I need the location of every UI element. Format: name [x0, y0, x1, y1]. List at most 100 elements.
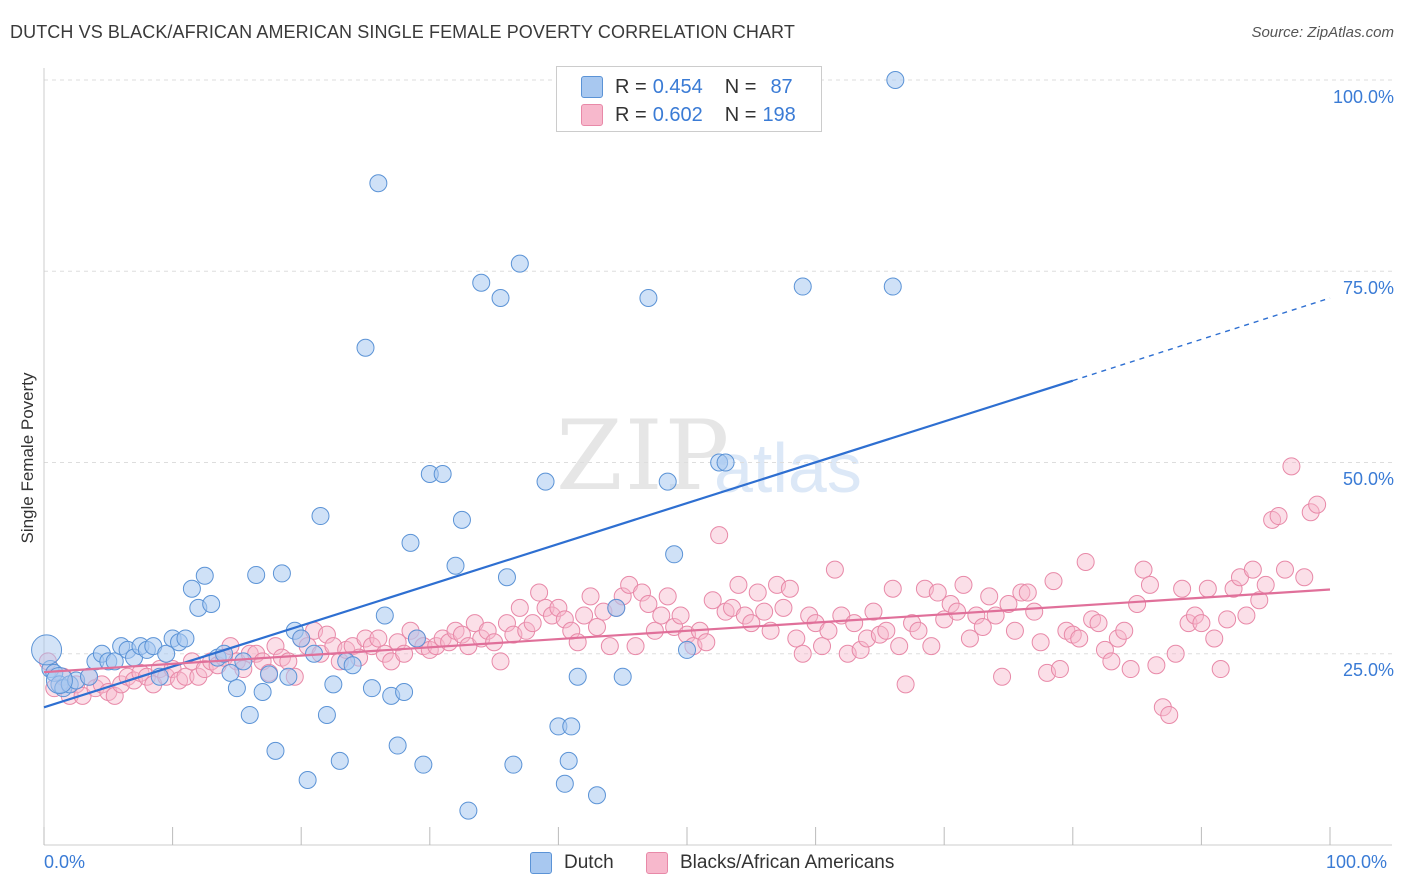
- black-point-148: [993, 667, 1012, 686]
- black-point-156: [1044, 572, 1063, 591]
- black-point-195: [1301, 503, 1320, 522]
- black-point-133: [896, 675, 915, 694]
- black-point-151: [1012, 583, 1031, 602]
- bottom-legend-dutch: Dutch: [530, 852, 614, 874]
- dutch-point-85: [886, 71, 905, 89]
- dutch-point-67: [510, 254, 529, 273]
- black-point-116: [787, 629, 806, 648]
- black-point-183: [1218, 610, 1237, 629]
- dutch-n-label: N =: [724, 75, 757, 98]
- dutch-point-82: [716, 453, 735, 472]
- dutch-point-76: [613, 667, 632, 686]
- dutch-point-33: [253, 683, 272, 701]
- black-point-73: [510, 598, 529, 617]
- dutch-point-39: [292, 629, 311, 648]
- black-point-130: [877, 621, 896, 640]
- black-point-168: [1121, 660, 1140, 679]
- black-point-175: [1166, 644, 1185, 663]
- dutch-point-29: [227, 679, 246, 698]
- dutch-point-large-2: [45, 667, 73, 695]
- dutch-point-50: [369, 174, 388, 193]
- black-point-165: [1102, 652, 1121, 671]
- black-point-51: [369, 629, 388, 648]
- black-point-102: [697, 633, 716, 652]
- dutch-point-6: [80, 667, 99, 686]
- black-r-label: R =: [615, 103, 647, 126]
- black-point-70: [491, 652, 510, 671]
- black-point-142: [954, 575, 973, 594]
- black-point-91: [626, 637, 645, 656]
- black-point-64: [452, 625, 471, 644]
- black-point-126: [851, 640, 870, 659]
- dutch-point-80: [678, 640, 696, 659]
- x-tick-label-min: 0.0%: [44, 852, 86, 872]
- black-point-145: [973, 617, 992, 636]
- black-point-178: [1185, 606, 1204, 625]
- dutch-point-49: [362, 679, 381, 698]
- black-point-166: [1108, 629, 1127, 648]
- black-point-170: [1134, 560, 1153, 579]
- black-point-103: [703, 591, 722, 610]
- black-point-122: [825, 560, 844, 579]
- dutch-point-64: [491, 289, 510, 308]
- dutch-point-72: [562, 717, 581, 736]
- dutch-point-large: [31, 634, 63, 666]
- dutch-point-73: [568, 667, 587, 686]
- dutch-point-57: [414, 755, 433, 774]
- correlation-legend: R = 0.454 N = 87 R = 0.602 N = 198: [556, 66, 822, 132]
- black-point-120: [813, 637, 832, 656]
- black-point-174: [1160, 705, 1179, 724]
- dutch-point-24: [195, 566, 214, 585]
- black-point-171: [1140, 575, 1159, 594]
- dutch-point-53: [388, 736, 407, 755]
- black-point-68: [478, 621, 497, 640]
- dutch-point-59: [433, 464, 452, 483]
- dutch-point-36: [272, 564, 291, 583]
- black-point-138: [928, 583, 947, 602]
- dutch-r-value: 0.454: [652, 75, 703, 98]
- chart-title: DUTCH VS BLACK/AFRICAN AMERICAN SINGLE F…: [10, 22, 795, 42]
- dutch-point-74: [587, 786, 606, 805]
- dutch-point-75: [607, 598, 626, 617]
- black-point-132: [890, 637, 909, 656]
- dutch-point-66: [504, 755, 523, 774]
- dutch-point-44: [324, 675, 343, 694]
- black-point-85: [587, 617, 606, 636]
- dutch-swatch: [581, 76, 603, 98]
- dutch-point-47: [343, 656, 362, 675]
- dutch-point-31: [240, 705, 259, 724]
- black-point-96: [658, 587, 677, 606]
- black-point-83: [575, 606, 594, 625]
- dutch-point-78: [658, 472, 677, 491]
- black-point-128: [864, 602, 883, 621]
- black-point-98: [671, 606, 690, 625]
- black-point-137: [922, 637, 941, 656]
- dutch-point-18: [157, 644, 176, 663]
- dutch-point-28: [221, 663, 240, 682]
- black-point-92: [632, 583, 651, 602]
- y-tick-label-25: 25.0%: [1342, 660, 1394, 680]
- black-point-82: [568, 633, 587, 652]
- dutch-point-37: [279, 667, 298, 686]
- black-point-157: [1050, 660, 1069, 679]
- legend-row-dutch: R = 0.454 N = 87: [581, 73, 793, 101]
- watermark-atlas: atlas: [714, 429, 862, 507]
- black-point-84: [581, 587, 600, 606]
- black-point-150: [1005, 621, 1024, 640]
- black-point-10: [105, 686, 124, 705]
- black-trend-line: [43, 588, 1331, 674]
- black-point-149: [999, 595, 1018, 614]
- black-point-177: [1179, 614, 1198, 633]
- black-point-135: [909, 621, 928, 640]
- legend-row-black: R = 0.602 N = 198: [581, 101, 796, 129]
- black-point-191: [1269, 507, 1288, 526]
- black-point-181: [1205, 629, 1224, 648]
- black-point-146: [980, 587, 999, 606]
- dutch-point-34: [260, 665, 279, 684]
- dutch-point-32: [247, 565, 266, 584]
- black-point-104: [710, 526, 729, 545]
- black-point-71: [497, 614, 516, 633]
- black-point-196: [1308, 495, 1327, 514]
- black-point-172: [1147, 656, 1166, 675]
- dutch-point-10: [105, 652, 124, 671]
